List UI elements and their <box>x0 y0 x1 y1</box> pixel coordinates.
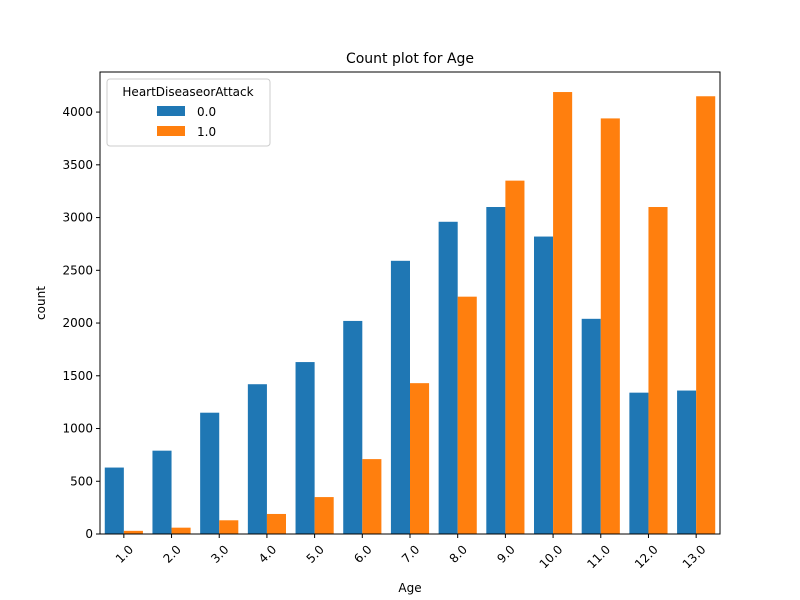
bar-series-1-age-11.0 <box>600 118 620 534</box>
bar-series-1-age-8.0 <box>457 296 477 534</box>
chart-title: Count plot for Age <box>346 51 474 67</box>
y-tick-label: 3500 <box>62 158 93 172</box>
plot-frame <box>99 71 721 535</box>
x-tick-label: 8.0 <box>447 542 470 565</box>
y-tick-label: 1500 <box>62 369 93 383</box>
legend-label-series-1: 1.0 <box>197 125 216 139</box>
bars-group <box>104 92 716 535</box>
bar-series-0-age-2.0 <box>152 450 172 534</box>
bar-series-0-age-11.0 <box>581 318 601 534</box>
bar-series-0-age-9.0 <box>486 207 506 534</box>
bar-series-0-age-10.0 <box>534 236 554 535</box>
x-tick-label: 3.0 <box>208 542 231 565</box>
legend-swatch-series-0 <box>157 106 185 116</box>
bar-series-0-age-13.0 <box>677 390 697 534</box>
bar-series-1-age-1.0 <box>123 530 143 534</box>
bar-series-0-age-7.0 <box>390 260 410 534</box>
bar-series-1-age-3.0 <box>219 520 239 534</box>
y-tick-label: 4000 <box>62 105 93 119</box>
legend-box <box>106 78 271 147</box>
x-axis-title: Age <box>398 581 421 595</box>
bar-series-0-age-12.0 <box>629 392 649 534</box>
bar-series-0-age-5.0 <box>295 362 315 534</box>
bar-series-1-age-12.0 <box>648 207 668 534</box>
y-tick-label: 1000 <box>62 422 93 436</box>
y-axis-title: count <box>34 286 48 320</box>
x-tick-label: 7.0 <box>399 542 422 565</box>
y-tick-label: 3000 <box>62 211 93 225</box>
bar-series-1-age-10.0 <box>553 92 573 534</box>
bar-series-0-age-6.0 <box>343 320 363 534</box>
x-tick-label: 9.0 <box>494 542 517 565</box>
x-tick-label: 5.0 <box>304 542 327 565</box>
y-tick-label: 2000 <box>62 316 93 330</box>
legend-label-series-0: 0.0 <box>197 105 216 119</box>
y-axis: 0 500 1000 1500 2000 2500 3000 3500 4000 <box>62 105 100 541</box>
x-axis: 1.0 2.0 3.0 4.0 5.0 6.0 7.0 8.0 9.0 10.0 11.0 12.0 1… <box>113 534 709 571</box>
x-tick-label: 12.0 <box>632 542 661 571</box>
y-tick-label: 2500 <box>62 263 93 277</box>
bar-series-1-age-6.0 <box>362 459 382 534</box>
legend-title: HeartDiseaseorAttack <box>122 85 253 99</box>
x-tick-label: 11.0 <box>584 542 613 571</box>
x-tick-label: 13.0 <box>680 542 709 571</box>
y-tick-label: 0 <box>85 527 93 541</box>
x-tick-label: 1.0 <box>113 542 136 565</box>
bar-series-0-age-8.0 <box>438 221 458 534</box>
bar-series-0-age-4.0 <box>247 384 267 534</box>
x-tick-label: 4.0 <box>256 542 279 565</box>
bar-series-1-age-13.0 <box>696 96 716 534</box>
x-tick-label: 2.0 <box>160 542 183 565</box>
bar-series-1-age-4.0 <box>266 513 286 534</box>
bar-series-1-age-9.0 <box>505 180 525 534</box>
bar-series-1-age-2.0 <box>171 527 191 534</box>
y-tick-label: 500 <box>70 474 93 488</box>
bar-series-0-age-3.0 <box>200 412 220 534</box>
legend-swatch-series-1 <box>157 126 185 136</box>
x-tick-label: 6.0 <box>351 542 374 565</box>
legend: HeartDiseaseorAttack 0.0 1.0 <box>106 78 271 147</box>
bar-series-1-age-5.0 <box>314 497 334 534</box>
x-tick-label: 10.0 <box>537 542 566 571</box>
bar-series-1-age-7.0 <box>410 383 430 534</box>
bar-series-0-age-1.0 <box>104 467 124 534</box>
